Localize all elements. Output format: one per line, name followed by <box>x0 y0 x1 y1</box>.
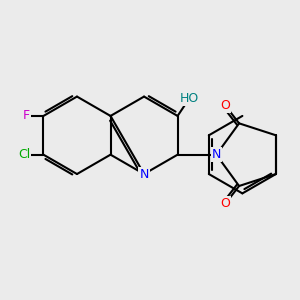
Text: HO: HO <box>180 92 199 105</box>
Text: O: O <box>220 99 230 112</box>
Text: O: O <box>220 197 230 210</box>
Text: N: N <box>212 148 221 161</box>
Text: N: N <box>140 167 149 181</box>
Text: F: F <box>22 110 30 122</box>
Text: Cl: Cl <box>18 148 30 161</box>
